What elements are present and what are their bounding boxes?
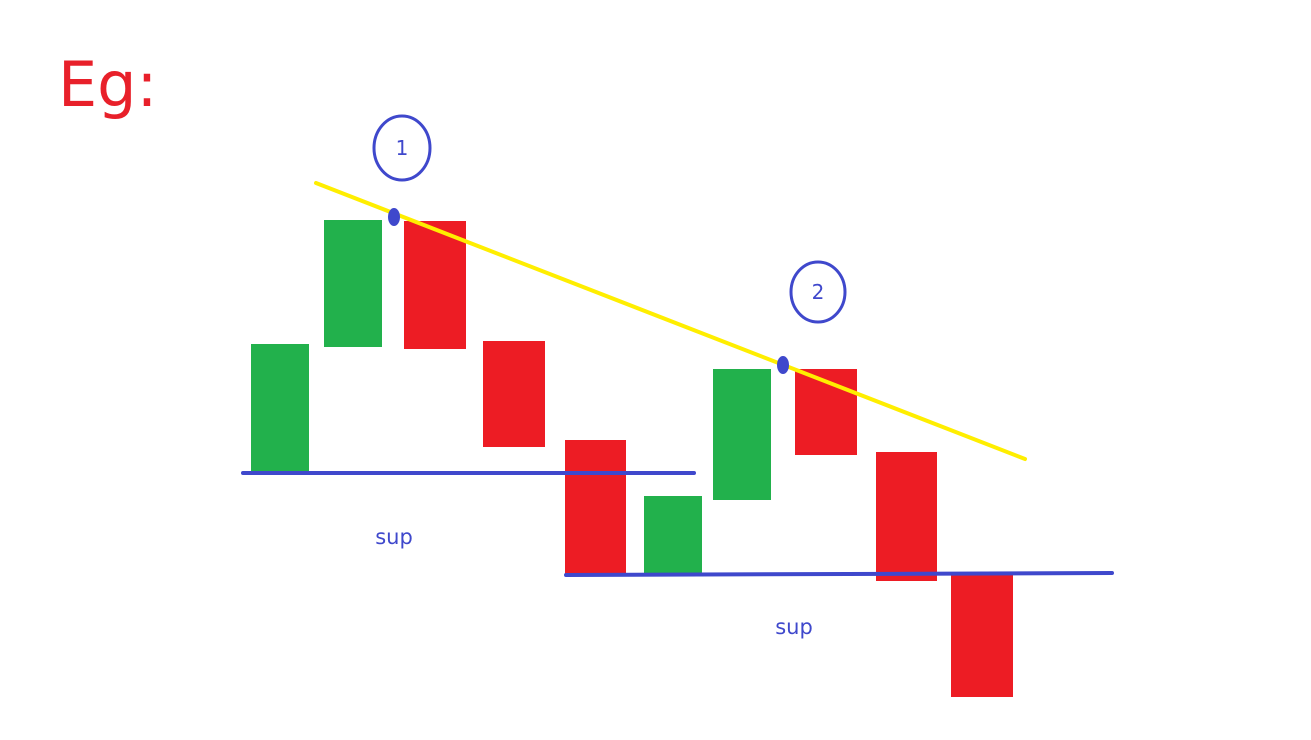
touch-circle-2 (789, 260, 847, 324)
candles (251, 220, 1013, 697)
bearish-candle-5 (565, 440, 626, 574)
bullish-candle-2 (324, 220, 382, 347)
support-label-1: sup (375, 525, 413, 549)
touch-label-1: 1 (396, 136, 409, 160)
touch-point-2 (777, 356, 789, 374)
bearish-candle-3 (404, 221, 466, 349)
bullish-candle-7 (713, 369, 771, 500)
bearish-candle-10 (951, 575, 1013, 697)
support-labels: sup sup (375, 525, 813, 639)
bullish-candle-6 (644, 496, 702, 575)
trendline (314, 181, 1027, 461)
support-line-2 (564, 571, 1114, 577)
bearish-candle-9 (876, 452, 937, 581)
touch-markers: 12 (372, 114, 847, 374)
title: Eg: (58, 48, 158, 121)
touch-label-2: 2 (812, 280, 825, 304)
lines (241, 181, 1114, 577)
support-label-2: sup (775, 615, 813, 639)
touch-point-1 (388, 208, 400, 226)
bearish-candle-4 (483, 341, 545, 447)
touch-circle-1 (372, 114, 432, 182)
bullish-candle-1 (251, 344, 309, 471)
